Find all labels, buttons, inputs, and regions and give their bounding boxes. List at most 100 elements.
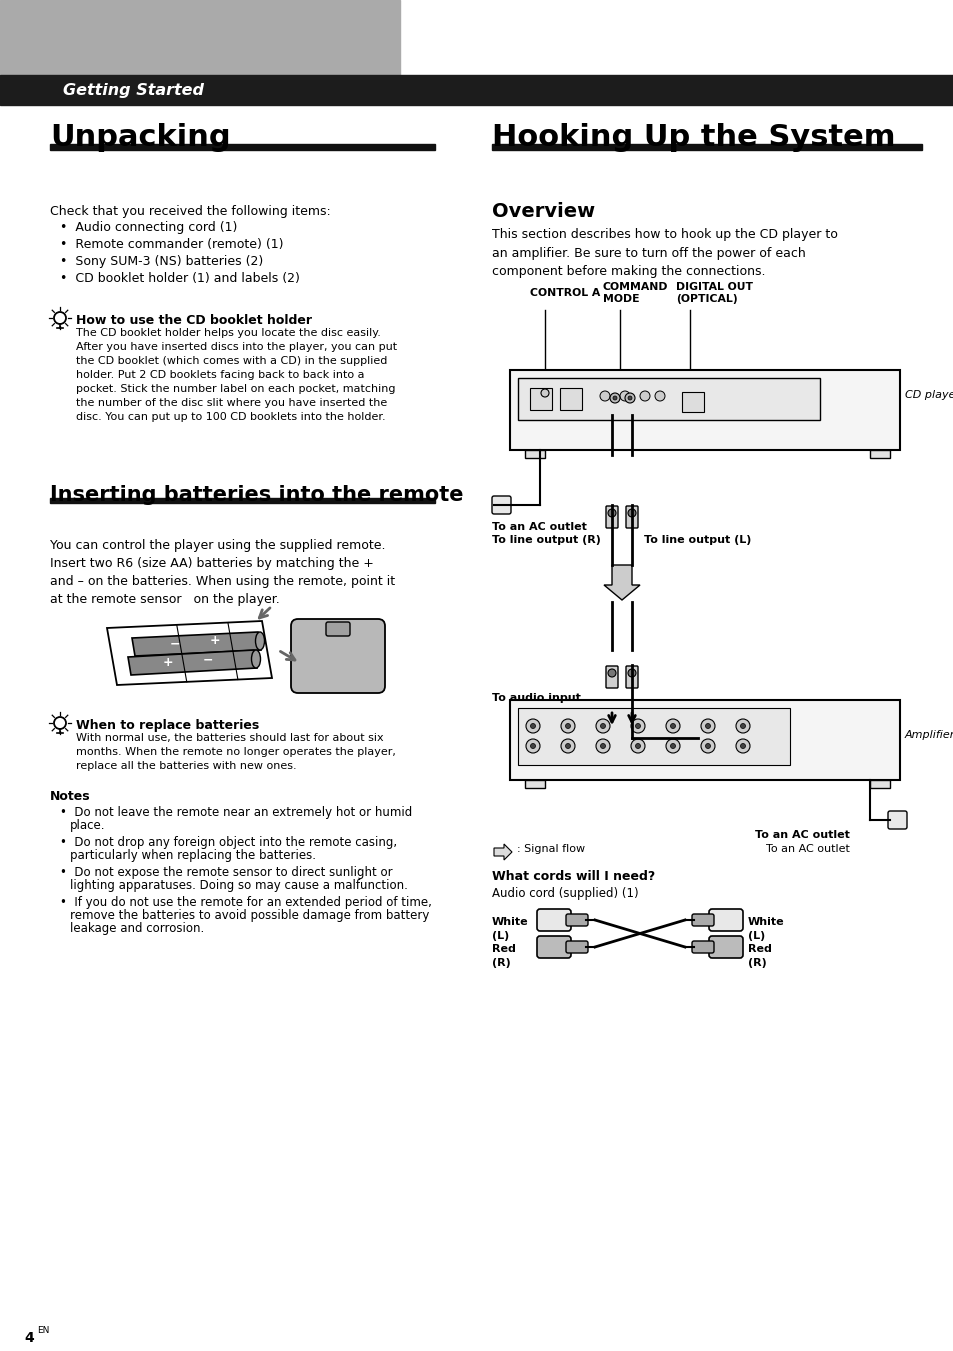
FancyBboxPatch shape [605, 666, 618, 688]
Text: (L): (L) [492, 931, 509, 942]
Text: lighting apparatuses. Doing so may cause a malfunction.: lighting apparatuses. Doing so may cause… [70, 880, 408, 892]
Circle shape [596, 719, 609, 734]
Circle shape [609, 393, 619, 403]
Circle shape [655, 390, 664, 401]
Bar [524, 780, 544, 788]
Circle shape [599, 390, 609, 401]
Text: •  Sony SUM-3 (NS) batteries (2): • Sony SUM-3 (NS) batteries (2) [60, 255, 263, 267]
Text: To line output (R): To line output (R) [492, 535, 600, 544]
FancyBboxPatch shape [326, 621, 350, 636]
Circle shape [630, 739, 644, 753]
FancyBboxPatch shape [708, 909, 742, 931]
Circle shape [599, 724, 605, 728]
Circle shape [607, 669, 616, 677]
Text: EN: EN [37, 1325, 50, 1335]
Text: −: − [203, 654, 213, 666]
FancyBboxPatch shape [565, 915, 587, 925]
Ellipse shape [252, 650, 260, 667]
Text: This section describes how to hook up the CD player to
an amplifier. Be sure to : This section describes how to hook up th… [492, 228, 837, 278]
Circle shape [530, 743, 535, 748]
Text: •  Do not expose the remote sensor to direct sunlight or: • Do not expose the remote sensor to dir… [60, 866, 393, 880]
Circle shape [607, 509, 616, 517]
Text: Overview: Overview [492, 203, 595, 222]
Bar [50, 145, 435, 150]
Bar [0, 0, 399, 78]
Text: The CD booklet holder helps you locate the disc easily.
After you have inserted : The CD booklet holder helps you locate t… [76, 328, 396, 422]
Circle shape [596, 739, 609, 753]
Polygon shape [132, 632, 261, 657]
Text: CD player: CD player [904, 390, 953, 400]
Text: •  Do not leave the remote near an extremely hot or humid: • Do not leave the remote near an extrem… [60, 807, 412, 819]
Circle shape [635, 724, 639, 728]
Text: Red: Red [747, 944, 771, 954]
Ellipse shape [255, 632, 264, 650]
Circle shape [700, 719, 714, 734]
Text: •  Remote commander (remote) (1): • Remote commander (remote) (1) [60, 238, 283, 251]
Text: To audio input: To audio input [492, 693, 580, 703]
FancyBboxPatch shape [291, 619, 385, 693]
Text: To an AC outlet: To an AC outlet [765, 844, 849, 854]
FancyBboxPatch shape [625, 507, 638, 528]
Text: remove the batteries to avoid possible damage from battery: remove the batteries to avoid possible d… [70, 909, 429, 921]
Text: White: White [492, 917, 528, 927]
Text: (R): (R) [747, 958, 766, 969]
Text: (R): (R) [492, 958, 510, 969]
Circle shape [740, 743, 744, 748]
Text: leakage and corrosion.: leakage and corrosion. [70, 921, 204, 935]
FancyBboxPatch shape [537, 909, 571, 931]
Circle shape [624, 393, 635, 403]
Text: Getting Started: Getting Started [63, 84, 204, 99]
Text: DIGITAL OUT
(OPTICAL): DIGITAL OUT (OPTICAL) [676, 282, 752, 304]
Bar [517, 378, 820, 420]
Text: •  If you do not use the remote for an extended period of time,: • If you do not use the remote for an ex… [60, 896, 432, 909]
Circle shape [599, 743, 605, 748]
Text: place.: place. [70, 819, 106, 832]
Circle shape [560, 739, 575, 753]
Bar [559, 388, 581, 409]
Bar [869, 780, 889, 788]
Bar [517, 708, 789, 765]
Bar [0, 76, 953, 105]
FancyBboxPatch shape [565, 942, 587, 952]
Circle shape [627, 509, 636, 517]
Bar [681, 392, 703, 412]
Circle shape [670, 743, 675, 748]
Text: To an AC outlet: To an AC outlet [492, 521, 586, 532]
Circle shape [740, 724, 744, 728]
Circle shape [665, 719, 679, 734]
Text: Unpacking: Unpacking [50, 123, 231, 153]
Circle shape [565, 724, 570, 728]
Text: −: − [170, 638, 180, 650]
Circle shape [540, 389, 548, 397]
FancyBboxPatch shape [492, 496, 511, 513]
Text: With normal use, the batteries should last for about six
months. When the remote: With normal use, the batteries should la… [76, 734, 395, 771]
FancyBboxPatch shape [691, 942, 713, 952]
Text: (L): (L) [747, 931, 764, 942]
Circle shape [700, 739, 714, 753]
Text: CONTROL A: CONTROL A [530, 288, 599, 299]
Text: What cords will I need?: What cords will I need? [492, 870, 655, 884]
FancyBboxPatch shape [605, 507, 618, 528]
Circle shape [635, 743, 639, 748]
Text: To an AC outlet: To an AC outlet [755, 830, 849, 840]
Text: You can control the player using the supplied remote.
Insert two R6 (size AA) ba: You can control the player using the sup… [50, 539, 395, 607]
Circle shape [613, 396, 617, 400]
Text: Audio cord (supplied) (1): Audio cord (supplied) (1) [492, 888, 638, 900]
Text: •  CD booklet holder (1) and labels (2): • CD booklet holder (1) and labels (2) [60, 272, 299, 285]
Circle shape [525, 739, 539, 753]
Text: Hooking Up the System: Hooking Up the System [492, 123, 895, 153]
Circle shape [627, 396, 631, 400]
Polygon shape [603, 565, 639, 600]
Circle shape [565, 743, 570, 748]
Circle shape [665, 739, 679, 753]
Text: Notes: Notes [50, 790, 91, 802]
Bar [530, 388, 552, 409]
Circle shape [630, 719, 644, 734]
Text: Inserting batteries into the remote: Inserting batteries into the remote [50, 485, 463, 505]
Polygon shape [128, 650, 256, 676]
Text: : Signal flow: : Signal flow [517, 844, 584, 854]
Circle shape [670, 724, 675, 728]
Circle shape [619, 390, 629, 401]
Circle shape [530, 724, 535, 728]
Circle shape [735, 719, 749, 734]
